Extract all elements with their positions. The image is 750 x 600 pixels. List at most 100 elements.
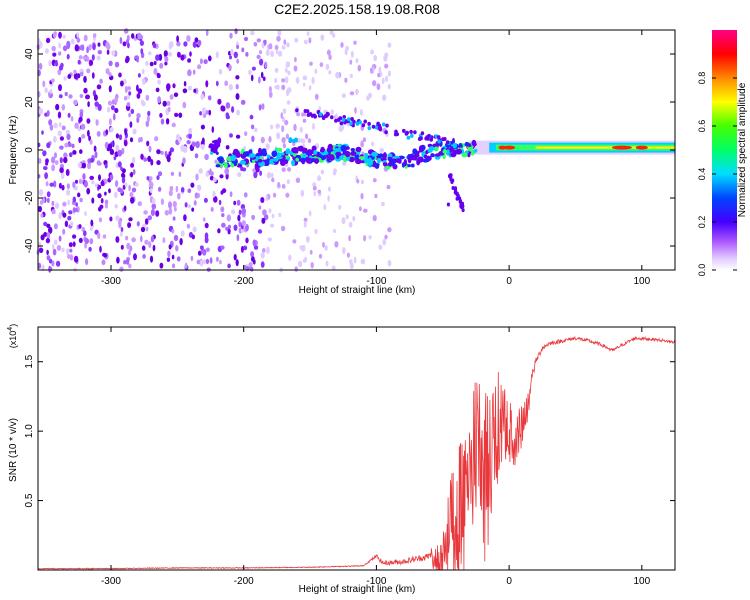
noise-dot	[314, 228, 318, 235]
noise-dot	[38, 62, 43, 70]
noise-dot	[281, 184, 286, 189]
noise-dot	[93, 94, 98, 101]
noise-dot	[187, 204, 192, 209]
noise-dot	[372, 80, 377, 87]
noise-dot	[202, 217, 206, 222]
noise-dot	[54, 160, 59, 165]
noise-dot	[283, 39, 287, 45]
noise-dot	[192, 226, 197, 233]
noise-dot	[324, 245, 328, 251]
noise-dot	[224, 80, 229, 87]
noise-dot	[154, 136, 159, 142]
noise-dot	[208, 109, 212, 116]
noise-dot	[341, 93, 346, 98]
noise-dot	[39, 41, 43, 49]
noise-dot	[305, 133, 309, 140]
signal-dot	[388, 157, 393, 162]
upper-track-dot	[352, 119, 356, 124]
signal-dot	[285, 148, 291, 154]
noise-dot	[136, 84, 139, 92]
x-tick-label: -300	[101, 576, 121, 587]
noise-dot	[191, 207, 195, 212]
noise-dot	[149, 188, 153, 193]
upper-track-dot	[429, 137, 434, 142]
noise-dot	[128, 263, 132, 269]
noise-dot	[123, 96, 128, 101]
noise-dot	[147, 215, 152, 221]
noise-dot	[260, 197, 265, 203]
noise-dot	[350, 50, 354, 58]
noise-dot	[83, 87, 88, 94]
noise-dot	[130, 197, 135, 204]
noise-dot	[127, 86, 131, 91]
signal-dot	[382, 162, 388, 167]
noise-dot	[253, 42, 258, 47]
upper-track-dot	[420, 131, 425, 136]
noise-dot	[280, 112, 284, 119]
signal-dot	[355, 146, 362, 152]
noise-dot	[271, 177, 275, 183]
noise-dot	[70, 38, 75, 45]
noise-dot	[294, 266, 298, 272]
noise-dot	[229, 191, 233, 198]
signal-dot	[403, 159, 407, 166]
noise-dot	[287, 167, 292, 172]
noise-dot	[118, 72, 122, 78]
noise-dot	[236, 58, 240, 64]
noise-dot	[174, 206, 177, 212]
upper-track-dot	[404, 131, 409, 136]
noise-dot	[115, 180, 119, 188]
signal-dot	[210, 151, 214, 155]
noise-dot	[46, 231, 51, 239]
noise-dot	[94, 101, 99, 107]
signal-dot	[327, 143, 333, 151]
noise-dot	[140, 99, 145, 106]
noise-dot	[73, 69, 77, 75]
noise-dot	[381, 201, 385, 207]
noise-dot	[184, 262, 188, 269]
upper-track-dot	[410, 133, 414, 138]
noise-dot	[53, 122, 58, 129]
signal-dot	[302, 153, 307, 159]
signal-dot	[433, 146, 439, 152]
noise-dot	[45, 181, 49, 187]
lower-tail-dot	[451, 186, 455, 190]
noise-dot	[182, 157, 186, 165]
noise-dot	[81, 44, 85, 51]
noise-dot	[51, 164, 55, 172]
noise-dot	[99, 204, 104, 209]
noise-dot	[89, 158, 95, 163]
noise-dot	[319, 62, 324, 68]
noise-dot	[284, 119, 289, 126]
noise-dot	[102, 234, 107, 239]
snr-x-axis: -300 -200 -100 0 100	[101, 327, 651, 587]
noise-dot	[270, 124, 274, 130]
noise-dot	[107, 100, 113, 106]
noise-dot	[55, 103, 60, 111]
noise-dot	[344, 77, 348, 83]
noise-dot	[51, 78, 55, 83]
noise-dot	[164, 150, 168, 158]
upper-track-dot	[384, 130, 388, 135]
snr-frame	[37, 326, 676, 571]
noise-dot	[51, 156, 56, 164]
snr-panel: -300 -200 -100 0 100 0.5 1.0 1.5 Height of str…	[7, 324, 676, 595]
noise-dot	[260, 261, 265, 268]
noise-dot	[344, 48, 348, 56]
noise-dot	[125, 55, 130, 63]
noise-dot	[114, 204, 118, 209]
noise-dot	[308, 85, 312, 91]
noise-dot	[217, 137, 222, 145]
noise-dot	[124, 85, 128, 94]
noise-dot	[322, 241, 325, 248]
noise-dot	[165, 118, 170, 125]
noise-dot	[382, 238, 387, 246]
noise-dot	[329, 30, 334, 35]
noise-dot	[225, 115, 230, 120]
noise-dot	[272, 192, 277, 198]
noise-dot	[360, 192, 364, 200]
signal-dot	[336, 153, 340, 159]
signal-dot	[394, 158, 402, 163]
signal-dot	[455, 148, 463, 155]
signal-dot	[358, 156, 365, 160]
